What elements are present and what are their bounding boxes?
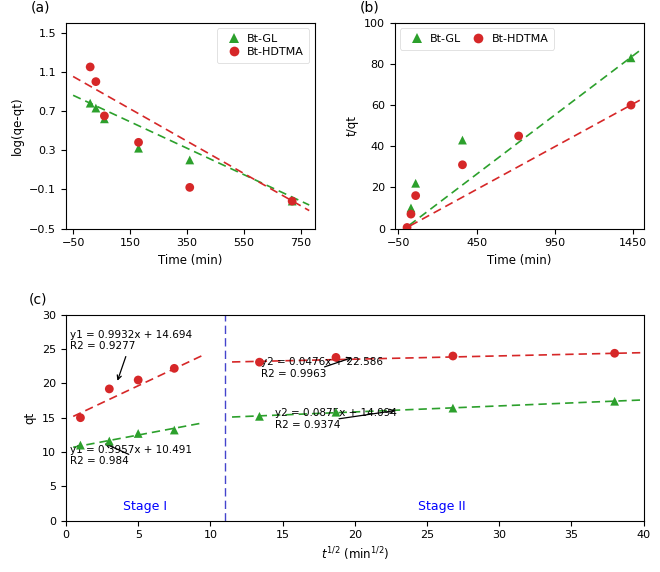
Text: (c): (c) xyxy=(28,293,47,307)
Point xyxy=(104,384,115,394)
Point xyxy=(457,160,468,169)
Y-axis label: log(qe-qt): log(qe-qt) xyxy=(11,97,24,155)
Point xyxy=(447,403,458,412)
Point xyxy=(133,429,143,438)
Point xyxy=(331,408,341,417)
Point xyxy=(75,413,86,422)
Point xyxy=(609,396,620,406)
Text: y1 = 0.9932x + 14.694
R2 = 0.9277: y1 = 0.9932x + 14.694 R2 = 0.9277 xyxy=(71,329,193,379)
Legend: Bt-GL, Bt-HDTMA: Bt-GL, Bt-HDTMA xyxy=(217,29,310,63)
Point xyxy=(133,138,144,147)
Point xyxy=(90,77,101,86)
Point xyxy=(406,204,416,213)
X-axis label: $t^{1/2}$ (min$^{1/2}$): $t^{1/2}$ (min$^{1/2}$) xyxy=(321,546,389,563)
Point xyxy=(133,144,144,153)
Point xyxy=(254,358,265,367)
X-axis label: Time (min): Time (min) xyxy=(487,254,551,267)
Legend: Bt-GL, Bt-HDTMA: Bt-GL, Bt-HDTMA xyxy=(400,29,554,50)
Point xyxy=(104,436,115,446)
Text: Stage II: Stage II xyxy=(418,500,465,513)
Point xyxy=(287,197,298,206)
Text: Stage I: Stage I xyxy=(123,500,168,513)
Point xyxy=(169,364,180,373)
Point xyxy=(626,53,636,62)
Y-axis label: qt: qt xyxy=(24,412,36,424)
Y-axis label: t/qt: t/qt xyxy=(345,115,358,136)
X-axis label: Time (min): Time (min) xyxy=(158,254,222,267)
Text: (a): (a) xyxy=(31,1,51,15)
Point xyxy=(75,440,86,450)
Point xyxy=(85,62,96,72)
Point xyxy=(457,136,468,145)
Point xyxy=(626,101,636,110)
Point xyxy=(287,197,298,206)
Point xyxy=(331,353,341,362)
Text: y2 = 0.0875x + 14.094
R2 = 0.9374: y2 = 0.0875x + 14.094 R2 = 0.9374 xyxy=(275,408,397,430)
Point xyxy=(609,349,620,358)
Point xyxy=(411,178,421,188)
Text: y2 = 0.0476x + 22.586
R2 = 0.9963: y2 = 0.0476x + 22.586 R2 = 0.9963 xyxy=(261,357,383,379)
Point xyxy=(169,426,180,435)
Text: y1 = 0.3957x + 10.491
R2 = 0.984: y1 = 0.3957x + 10.491 R2 = 0.984 xyxy=(71,444,192,466)
Point xyxy=(254,412,265,421)
Point xyxy=(447,351,458,360)
Point xyxy=(99,112,110,121)
Point xyxy=(513,132,524,141)
Text: (b): (b) xyxy=(360,1,380,15)
Point xyxy=(185,156,195,165)
Point xyxy=(185,183,195,192)
Point xyxy=(90,104,101,113)
Point xyxy=(402,223,412,232)
Point xyxy=(133,375,143,384)
Point xyxy=(411,191,421,200)
Point xyxy=(406,209,416,219)
Point xyxy=(85,98,96,108)
Point xyxy=(402,223,412,232)
Point xyxy=(99,114,110,124)
